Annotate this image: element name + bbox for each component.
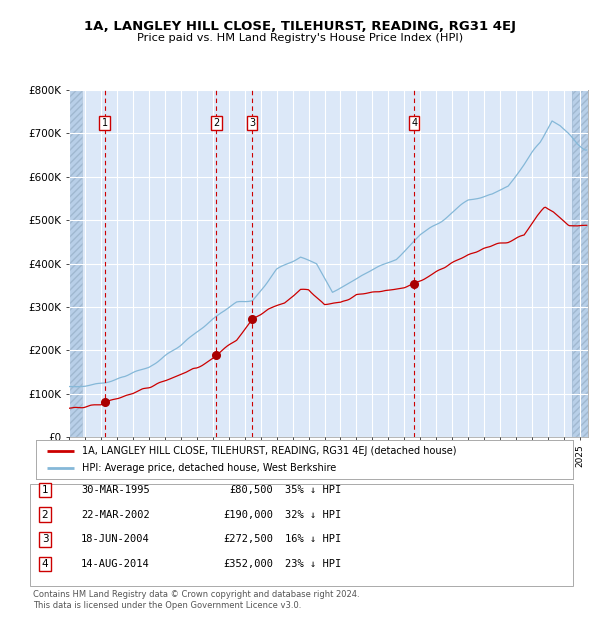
Bar (572, 90, 588, 437)
Text: £190,000: £190,000 (223, 510, 273, 520)
Text: 4: 4 (411, 118, 418, 128)
Bar (69, 90, 82, 437)
Text: 23% ↓ HPI: 23% ↓ HPI (285, 559, 341, 569)
Text: 18-JUN-2004: 18-JUN-2004 (81, 534, 150, 544)
Text: 22-MAR-2002: 22-MAR-2002 (81, 510, 150, 520)
Text: 4: 4 (41, 559, 49, 569)
Text: £272,500: £272,500 (223, 534, 273, 544)
Text: 2: 2 (213, 118, 220, 128)
Text: 1: 1 (101, 118, 107, 128)
Text: HPI: Average price, detached house, West Berkshire: HPI: Average price, detached house, West… (82, 463, 336, 473)
Text: 14-AUG-2014: 14-AUG-2014 (81, 559, 150, 569)
Text: 30-MAR-1995: 30-MAR-1995 (81, 485, 150, 495)
Text: £352,000: £352,000 (223, 559, 273, 569)
Text: £80,500: £80,500 (229, 485, 273, 495)
Text: 32% ↓ HPI: 32% ↓ HPI (285, 510, 341, 520)
Bar (69, 90, 82, 437)
Text: 3: 3 (249, 118, 255, 128)
Bar (572, 90, 588, 437)
Text: 2: 2 (41, 510, 49, 520)
Text: 35% ↓ HPI: 35% ↓ HPI (285, 485, 341, 495)
Text: 1: 1 (41, 485, 49, 495)
Text: 16% ↓ HPI: 16% ↓ HPI (285, 534, 341, 544)
Text: Contains HM Land Registry data © Crown copyright and database right 2024.
This d: Contains HM Land Registry data © Crown c… (33, 590, 359, 609)
Text: Price paid vs. HM Land Registry's House Price Index (HPI): Price paid vs. HM Land Registry's House … (137, 33, 463, 43)
Text: 1A, LANGLEY HILL CLOSE, TILEHURST, READING, RG31 4EJ (detached house): 1A, LANGLEY HILL CLOSE, TILEHURST, READI… (82, 446, 456, 456)
Text: 3: 3 (41, 534, 49, 544)
Text: 1A, LANGLEY HILL CLOSE, TILEHURST, READING, RG31 4EJ: 1A, LANGLEY HILL CLOSE, TILEHURST, READI… (84, 20, 516, 33)
